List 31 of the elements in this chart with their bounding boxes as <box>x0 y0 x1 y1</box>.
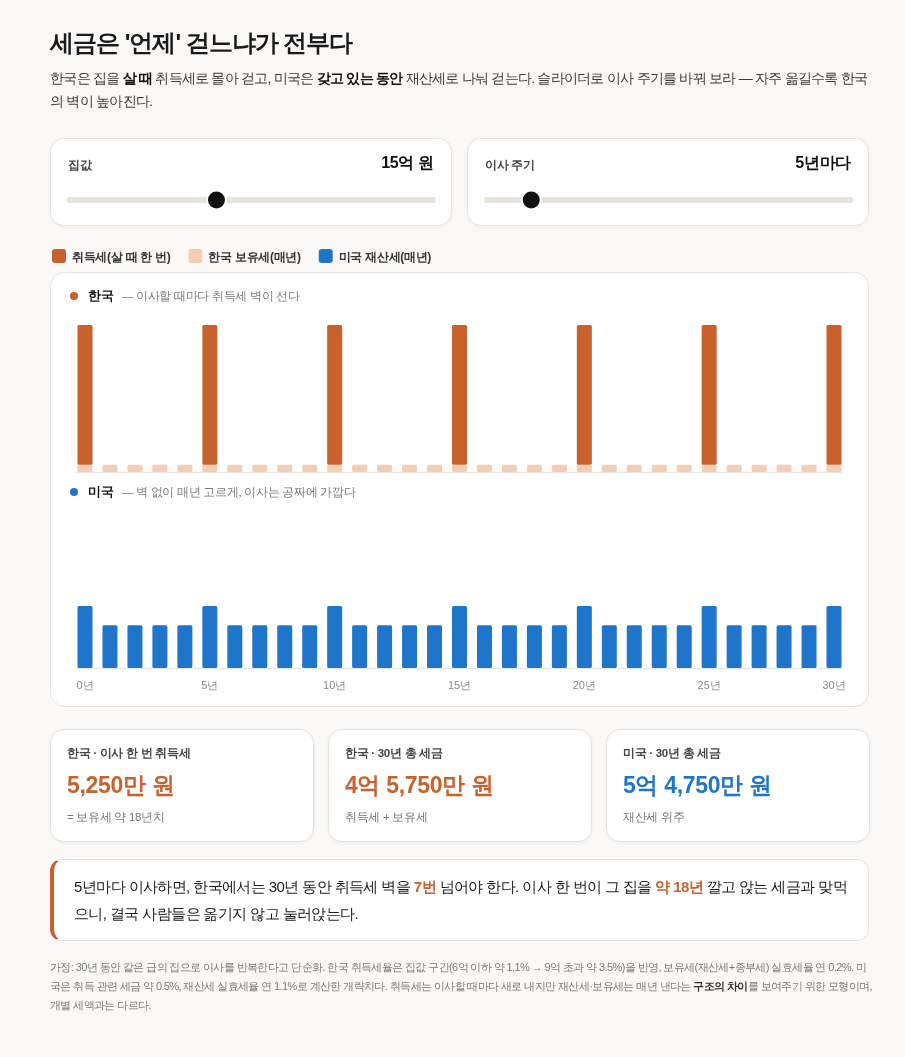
x-tick-label: 20년 <box>572 679 596 691</box>
x-tick-label: 0년 <box>76 679 94 691</box>
text: 15억 원 <box>381 153 434 173</box>
x-tick-label: 10년 <box>323 679 347 691</box>
text: 세금은 '언제' 걷느냐가 전부다 <box>50 28 353 58</box>
text: 5년마다 이사하면, 한국에서는 30년 동안 취득세 벽을 7번 넘어야 한다. 이사 한 번이 그 집을 약 18년 깔고 앉는 세금과 맞먹으니, 결국 사람들은 옮기지 않고 눌러앉는다. <box>74 878 847 922</box>
text: 4억 5,750만 원 <box>345 771 494 800</box>
x-tick-label: 30년 <box>822 679 846 691</box>
text: 5억 4,750만 원 <box>623 771 772 800</box>
text: 재산세 위주 <box>623 810 685 825</box>
text: = 보유세 약 18년치 <box>67 810 165 825</box>
text: 취득세 + 보유세 <box>345 810 428 825</box>
legend-label: 미국 재산세(매년) <box>338 249 432 264</box>
chart-subtitle: — 이사할 때마다 취득세 벽이 선다 <box>122 290 301 302</box>
text: 이사 주기 <box>485 157 535 174</box>
legend-label: 취득세(살 때 한 번) <box>72 249 171 264</box>
text: 5년마다 <box>795 153 851 173</box>
x-tick-label: 15년 <box>447 679 472 691</box>
chart-subtitle: — 벽 없이 매년 고르게, 이사는 공짜에 가깝다 <box>122 486 356 498</box>
text: 집값 <box>68 157 92 174</box>
chart-title: 한국 <box>88 289 114 303</box>
text: 5,250만 원 <box>67 771 175 800</box>
text: 한국은 집을 살 때 취득세로 몰아 걷고, 미국은 갖고 있는 동안 재산세로 나눠 걷는다. 슬라이더로 이사 주기를 바꿔 보라 — 자주 옮길수록 한국의 벽이 높아진다. <box>50 70 868 109</box>
x-tick-label: 5년 <box>201 679 219 691</box>
text: 미국 · 30년 총 세금 <box>623 746 721 761</box>
legend-label: 한국 보유세(매년) <box>208 249 302 264</box>
text: 한국 · 이사 한 번 취득세 <box>67 746 191 761</box>
chart-title: 미국 <box>88 485 114 499</box>
text: 가정: 30년 동안 같은 급의 집으로 이사를 반복한다고 단순화. 한국 취득세율은 집값 구간(6억 이하 약 1.1% → 9억 초과 약 3.5%)을 반영, 보유세(재산세+종부세) 실효세율 연 0.2%. 미국은 취득 관련 세금 약 0.5%, 재산세 실효세율 연 1.1%로 계산한 개략치다. 취득세는 이사할 때마다 새로 내지만 재산세·보유세는 매년 낸다는 구조의 차이를 보여주기 위한 모형이며, 개별 세액과는 다르다. <box>50 961 872 1011</box>
x-tick-label: 25년 <box>697 679 721 691</box>
text: 한국 · 30년 총 세금 <box>345 746 443 761</box>
